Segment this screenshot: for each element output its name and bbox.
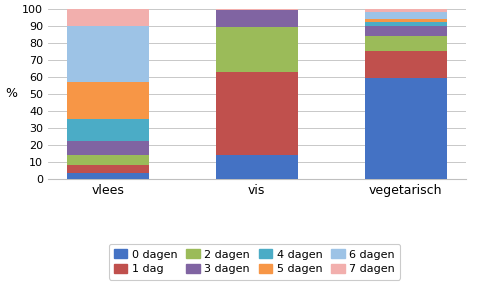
Bar: [67, 155, 149, 165]
Bar: [67, 141, 149, 155]
Bar: [67, 9, 149, 26]
Bar: [365, 36, 446, 51]
Bar: [216, 71, 298, 155]
Bar: [365, 9, 446, 12]
Bar: [216, 9, 298, 10]
Bar: [67, 173, 149, 179]
Bar: [67, 26, 149, 82]
Bar: [365, 22, 446, 26]
Bar: [365, 26, 446, 36]
Bar: [216, 155, 298, 179]
Bar: [365, 19, 446, 22]
Bar: [365, 12, 446, 19]
Bar: [365, 51, 446, 78]
Legend: 0 dagen, 1 dag, 2 dagen, 3 dagen, 4 dagen, 5 dagen, 6 dagen, 7 dagen: 0 dagen, 1 dag, 2 dagen, 3 dagen, 4 dage…: [108, 244, 400, 280]
Bar: [365, 78, 446, 179]
Bar: [216, 27, 298, 71]
Bar: [67, 165, 149, 173]
Y-axis label: %: %: [5, 87, 17, 100]
Bar: [67, 119, 149, 141]
Bar: [216, 10, 298, 27]
Bar: [67, 82, 149, 119]
